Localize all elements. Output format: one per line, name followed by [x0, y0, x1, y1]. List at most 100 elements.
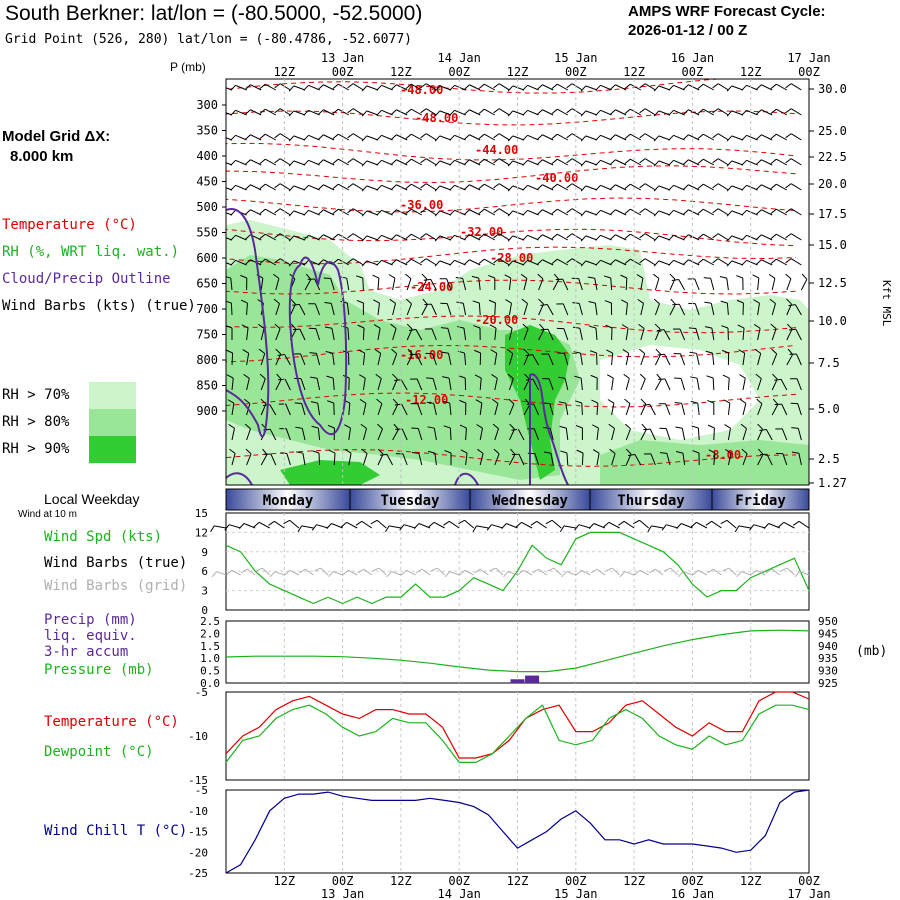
wind-barb — [771, 404, 779, 416]
wind-barb — [611, 353, 614, 366]
temp-y-tick-label: -10 — [188, 730, 208, 743]
wind-barb-flag — [373, 299, 380, 304]
surface-wind-barb — [578, 524, 591, 529]
wind-barb-flag — [310, 401, 318, 404]
surface-wind-barb-grid-flag — [459, 569, 466, 576]
pressure-tick-label: 400 — [196, 149, 218, 163]
legend-dewpoint: Dewpoint (°C) — [44, 744, 154, 760]
bottom-date-label: 13 Jan — [321, 887, 364, 900]
legend-temperature: Temperature (°C) — [2, 217, 137, 233]
wind-barb-flag — [317, 159, 324, 165]
wind-barb — [250, 84, 262, 91]
surface-wind-barb-flag — [268, 520, 275, 526]
wind-barb-flag — [697, 133, 704, 140]
surface-wind-barb-flag — [618, 520, 625, 526]
legend-temperature-2: Temperature (°C) — [44, 714, 179, 730]
wind-barb — [669, 304, 676, 316]
wind-barb-flag — [595, 259, 601, 266]
surface-wind-barb-grid-flag — [765, 568, 773, 574]
wind-barb-flag — [244, 159, 251, 165]
wind-barb-flag — [668, 109, 674, 116]
wind-barb — [265, 233, 277, 241]
wind-barb — [430, 303, 437, 316]
wind-barb — [396, 184, 408, 191]
wind-barb — [494, 353, 498, 366]
wind-barb — [688, 134, 700, 141]
wind-barb-flag — [543, 451, 551, 454]
wind-barb-flag — [682, 259, 689, 265]
wind-barb-flag — [358, 349, 365, 354]
wind-barb-flag — [459, 424, 467, 429]
precip-bar — [525, 675, 540, 683]
wind-barb-flag — [411, 451, 419, 454]
wind-barb-flag — [609, 259, 616, 265]
wind-barb — [625, 378, 630, 391]
wind-barb — [527, 234, 539, 241]
wind-barb-flag — [566, 133, 573, 139]
wind-barb-flag — [303, 184, 309, 191]
surface-wind-barb-grid — [348, 569, 358, 576]
wind-barb — [362, 277, 364, 291]
wind-barb-flag — [682, 209, 689, 215]
wind-barb-flag — [259, 133, 266, 140]
wind-barb — [246, 302, 248, 316]
rh80-region-2 — [600, 440, 809, 485]
cloud-outline-right — [288, 256, 348, 436]
wind-barb-flag — [332, 233, 339, 240]
wind-barb-flag — [653, 135, 660, 142]
wind-barb-flag — [379, 453, 388, 456]
temperature-contour-line — [226, 197, 797, 213]
wind-barb — [688, 259, 700, 266]
wind-barb — [508, 378, 514, 391]
wind-barb-flag — [390, 209, 397, 215]
surface-wind-barb-grid — [611, 567, 620, 576]
wind-barb — [625, 328, 629, 341]
wind-barb-flag — [444, 449, 452, 454]
wind-barb-flag — [463, 109, 470, 115]
wind-barb-flag — [580, 110, 587, 117]
wind-barb-flag — [449, 134, 455, 141]
wind-barb — [400, 379, 408, 391]
pressure-tick-label: 650 — [196, 277, 218, 291]
wind-barb — [630, 183, 642, 191]
wind-barb-flag — [376, 209, 382, 216]
wind-barb-flag — [244, 134, 251, 140]
wind-barb — [308, 184, 320, 191]
wind-barb-flag — [259, 233, 266, 240]
wind-barb-flag — [712, 208, 719, 214]
wind-barb-flag — [721, 349, 729, 354]
bottom-hour-label: 00Z — [798, 874, 820, 888]
wind-barb — [300, 353, 306, 366]
temperature-panel: -5 -10 -15 — [188, 686, 810, 787]
wind-barb-flag — [274, 258, 281, 264]
wind-barb — [449, 403, 452, 416]
wind-barb — [595, 328, 598, 341]
surface-wind-barb-grid-flag — [649, 568, 656, 574]
wind-barb-flag — [262, 448, 268, 455]
wind-barb-flag — [653, 235, 660, 242]
wind-barb-flag — [428, 450, 436, 454]
wind-barb-flag — [411, 427, 419, 430]
wind-barb-flag — [303, 209, 309, 216]
wind-barb-flag — [606, 374, 614, 379]
wind-barb-flag — [408, 329, 417, 331]
wind-barb — [550, 453, 554, 466]
surface-wind-barb — [551, 519, 562, 529]
wind-barb-flag — [785, 158, 792, 164]
wind-barb-flag — [361, 110, 368, 117]
wind-barb-flag — [493, 258, 500, 264]
wind-barb — [406, 278, 412, 291]
wind-barb-flag — [422, 298, 428, 305]
surface-wind-barb — [418, 523, 431, 529]
wind-barb-flag — [674, 377, 682, 380]
wind-barb-flag — [326, 375, 334, 379]
wind-barb-flag — [317, 84, 324, 90]
wind-barb-flag — [620, 274, 628, 279]
wind-barb-flag — [507, 135, 514, 142]
surface-wind-barb-grid-flag — [503, 571, 509, 578]
wind-barb — [615, 109, 627, 116]
wind-barb-flag — [642, 403, 650, 406]
surface-wind-barb-flag — [661, 524, 667, 531]
wind-barb-flag — [551, 208, 558, 215]
wind-barb — [230, 302, 233, 316]
